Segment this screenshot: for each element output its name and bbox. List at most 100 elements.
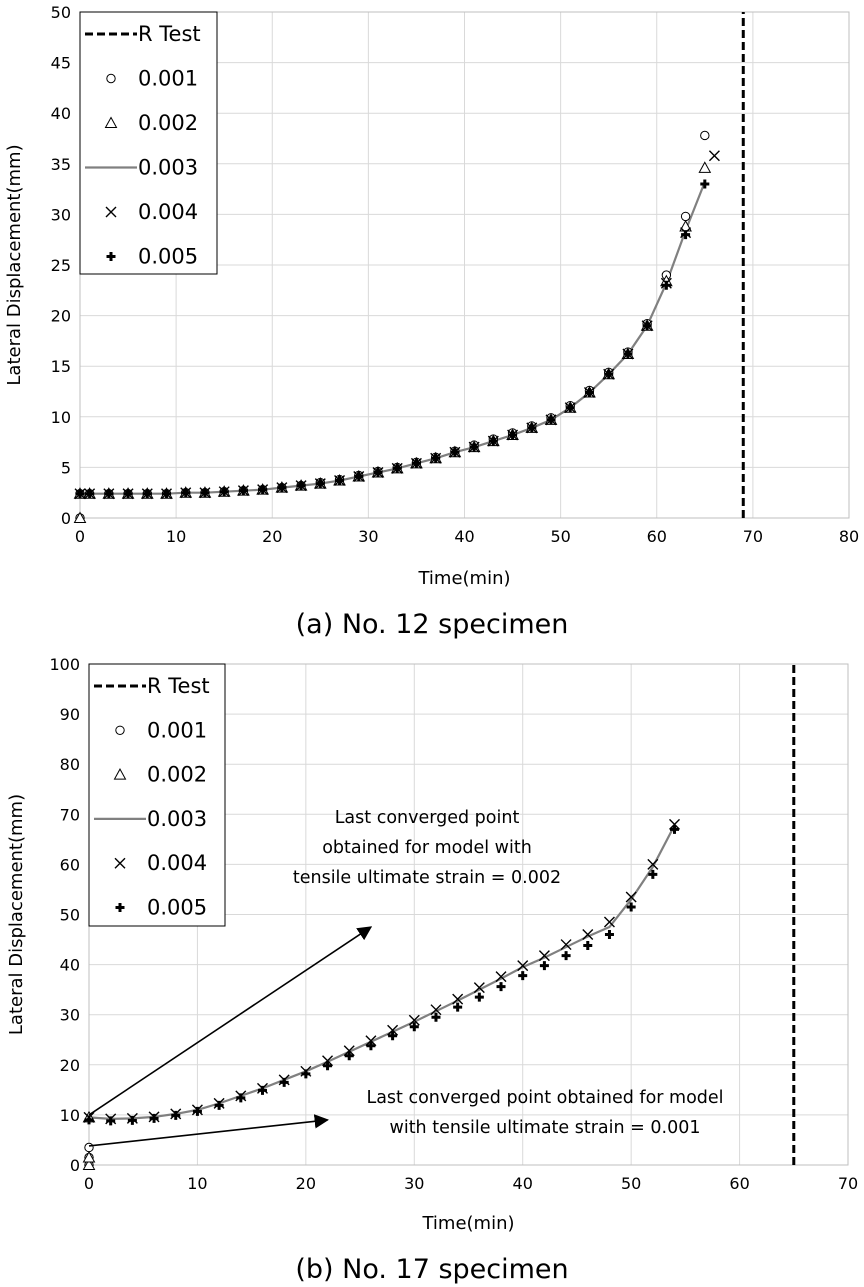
y-tick-label: 30	[60, 1006, 80, 1025]
legend-label: 0.004	[147, 851, 207, 875]
y-tick-label: 70	[60, 805, 80, 824]
y-tick-label: 10	[60, 1106, 80, 1125]
y-tick-label: 100	[49, 655, 80, 674]
y-tick-label: 50	[51, 3, 71, 22]
data-point-0-005	[681, 230, 691, 240]
x-tick-label: 80	[839, 527, 859, 546]
data-point-0-005	[453, 1002, 463, 1012]
x-tick-label: 20	[296, 1174, 316, 1193]
data-point-0-005	[409, 1022, 419, 1032]
data-point-0-004	[625, 891, 637, 903]
y-tick-label: 20	[60, 1056, 80, 1075]
data-point-0-004	[582, 929, 594, 941]
chart-a: 0 10 20 30 40 50 60 70 80 0 5 10 15 20 25 30 35 40 45 50 Tim…	[4, 3, 859, 640]
data-point-0-005	[219, 487, 229, 497]
annotation-text: Last converged point obtained for model	[366, 1088, 723, 1108]
data-point-0-005	[142, 489, 152, 499]
data-point-0-005	[450, 447, 460, 457]
data-point-0-005	[323, 1061, 333, 1071]
data-point-0-005	[496, 982, 506, 992]
y-axis-title: Lateral Displacement(mm)	[6, 794, 27, 1035]
figure-caption: (a) No. 12 specimen	[296, 609, 569, 640]
x-tick-label: 10	[187, 1174, 207, 1193]
annotation-text: Last converged point	[335, 808, 520, 828]
data-point-0-002	[698, 161, 712, 173]
legend-label: 0.005	[147, 896, 207, 920]
data-point-0-005	[584, 388, 594, 398]
data-point-0-005	[127, 1115, 137, 1125]
data-point-0-005	[84, 1115, 94, 1125]
y-tick-label: 80	[60, 755, 80, 774]
data-point-0-005	[301, 1069, 311, 1079]
y-tick-label: 90	[60, 705, 80, 724]
x-tick-label: 0	[84, 1174, 94, 1193]
data-point-0-005	[162, 489, 172, 499]
data-point-0-005	[623, 349, 633, 359]
data-point-0-005	[279, 1077, 289, 1087]
data-point-0-005	[431, 1012, 441, 1022]
legend-label: R Test	[147, 674, 210, 698]
y-tick-label: 10	[51, 408, 71, 427]
x-tick-label: 20	[262, 527, 282, 546]
data-point-0-005	[296, 481, 306, 491]
x-tick-label: 50	[621, 1174, 641, 1193]
y-axis-title: Lateral Displacement(mm)	[4, 144, 25, 385]
data-point-0-004	[387, 1024, 399, 1036]
figure-caption: (b) No. 17 specimen	[295, 1254, 568, 1285]
annotation-text: obtained for model with	[322, 838, 532, 858]
legend-label: 0.005	[138, 245, 198, 269]
y-tick-label: 40	[60, 956, 80, 975]
data-point-0-005	[604, 369, 614, 379]
y-tick-label: 60	[60, 855, 80, 874]
x-tick-label: 40	[454, 527, 474, 546]
data-point-0-005	[488, 436, 498, 446]
data-point-0-005	[238, 486, 248, 496]
x-tick-label: 0	[75, 527, 85, 546]
y-tick-label: 40	[51, 104, 71, 123]
y-tick-label: 0	[61, 509, 71, 528]
data-point-0-005	[670, 824, 680, 834]
data-point-0-005	[388, 1031, 398, 1041]
data-point-0-005	[518, 971, 528, 981]
data-point-0-005	[392, 463, 402, 473]
data-point-0-004	[473, 982, 485, 994]
data-point-0-005	[474, 992, 484, 1002]
annotation-arrow	[88, 926, 373, 1116]
data-point-0-005	[469, 442, 479, 452]
legend-label: 0.002	[138, 111, 198, 135]
legend-label: 0.004	[138, 200, 198, 224]
x-tick-label: 10	[166, 527, 186, 546]
data-point-0-004	[647, 858, 659, 870]
x-axis-title: Time(min)	[421, 1213, 514, 1234]
x-tick-label: 50	[550, 527, 570, 546]
data-point-0-005	[583, 941, 593, 951]
data-point-0-005	[75, 489, 85, 499]
annotation-text: tensile ultimate strain = 0.002	[293, 868, 561, 888]
data-point-0-005	[335, 476, 345, 486]
data-point-0-004	[408, 1014, 420, 1026]
data-point-0-005	[181, 488, 191, 498]
legend-swatch-marker	[115, 725, 125, 735]
data-point-0-004	[495, 971, 507, 983]
legend-label: 0.003	[138, 156, 198, 180]
data-point-0-005	[565, 403, 575, 413]
legend-label: 0.001	[147, 718, 207, 742]
data-point-0-005	[604, 930, 614, 940]
data-point-0-005	[366, 1041, 376, 1051]
x-tick-label: 30	[358, 527, 378, 546]
data-point-0-001	[680, 211, 691, 222]
data-point-0-004	[603, 916, 615, 928]
x-tick-label: 40	[513, 1174, 533, 1193]
data-point-0-005	[354, 472, 364, 482]
x-tick-label: 30	[404, 1174, 424, 1193]
data-point-0-005	[539, 961, 549, 971]
legend-box	[79, 11, 218, 275]
legend-label: 0.003	[147, 807, 207, 831]
data-point-0-005	[700, 179, 710, 189]
data-point-0-005	[258, 485, 268, 495]
data-point-0-005	[344, 1051, 354, 1061]
data-point-0-005	[626, 902, 636, 912]
chart-b: 0 10 20 30 40 50 60 70 0 10 20 30 40 50 60 70 80 90 100 Tim…	[6, 655, 858, 1285]
y-tick-label: 35	[51, 155, 71, 174]
